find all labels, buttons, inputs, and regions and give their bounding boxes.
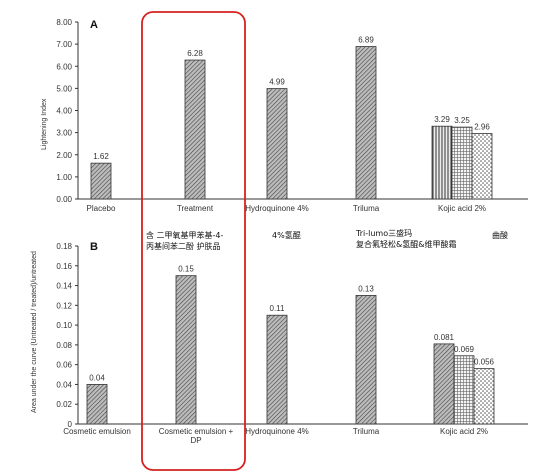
panel-a-ticks: 0.00 1.00 2.00 3.00 4.00 5.00 6.00 7.00 8.00 (56, 18, 78, 204)
category-label: Cosmetic emulsion + (159, 427, 234, 436)
bar-value-label: 3.25 (454, 116, 470, 125)
y-tick-label: 0.12 (56, 301, 72, 310)
bar (355, 46, 377, 200)
y-tick-label: 2.00 (56, 151, 72, 160)
category-label: Hydroquinone 4% (245, 427, 309, 436)
y-tick-label: 5.00 (56, 84, 72, 93)
panel-b-y-label: Area under the curve (Untreated / treate… (31, 251, 38, 413)
y-tick-label: 0.06 (56, 361, 72, 370)
y-tick-label: 0.00 (56, 195, 72, 204)
bar-value-label: 6.89 (358, 36, 374, 45)
panel-b-label: B (90, 241, 98, 253)
y-tick-label: 0 (68, 420, 73, 429)
triluma-annotation-line2: 复合氟轻松&氢醌&维甲酸霜 (356, 239, 456, 249)
bar (473, 368, 495, 425)
bar (471, 133, 493, 200)
category-label: Placebo (87, 204, 116, 213)
panel-b-categories: Cosmetic emulsion Cosmetic emulsion +DP Hy… (63, 427, 488, 445)
bar (355, 295, 377, 425)
bar-value-label: 3.29 (434, 115, 450, 124)
bar (175, 275, 197, 425)
bar-value-label: 6.28 (187, 49, 203, 58)
y-tick-label: 0.08 (56, 341, 72, 350)
y-tick-label: 1.00 (56, 173, 72, 182)
bar-value-label: 0.081 (434, 333, 455, 342)
category-label: Treatment (177, 204, 214, 213)
bar (90, 162, 112, 200)
panel-a-y-label: Lightening Index (41, 98, 48, 150)
triluma-annotation-line1: Tri-lumo三盛玛 (355, 228, 412, 238)
y-tick-label: 0.04 (56, 380, 72, 389)
category-label: Triluma (353, 427, 380, 436)
bar-value-label: 0.069 (454, 345, 475, 354)
kojic-annotation: 曲酸 (492, 230, 508, 240)
bar (431, 125, 453, 200)
y-tick-label: 6.00 (56, 62, 72, 71)
bar (451, 126, 473, 200)
bar (86, 384, 108, 425)
panel-b-bars: 0.04 0.15 0.11 0.13 0.081 0.069 0.056 (86, 265, 495, 425)
bar-value-label: 4.99 (269, 78, 285, 87)
treatment-annotation-line1: 含 二甲氧基甲苯基-4- (146, 230, 224, 240)
bar-value-label: 0.056 (474, 358, 495, 367)
y-tick-label: 0.14 (56, 282, 72, 291)
category-label: Kojic acid 2% (440, 427, 488, 436)
bar (433, 343, 455, 425)
y-tick-label: 0.16 (56, 262, 72, 271)
y-tick-label: 7.00 (56, 40, 72, 49)
category-label: DP (190, 436, 201, 445)
panel-b-ticks: 0 0.02 0.04 0.06 0.08 0.10 0.12 0.14 0.16 0.18 (56, 242, 78, 429)
y-tick-label: 0.18 (56, 242, 72, 251)
y-tick-label: 0.10 (56, 321, 72, 330)
y-tick-label: 3.00 (56, 129, 72, 138)
y-tick-label: 0.02 (56, 400, 72, 409)
category-label: Hydroquinone 4% (245, 204, 309, 213)
bar (266, 314, 288, 425)
category-label: Triluma (353, 204, 380, 213)
category-label: Kojic acid 2% (438, 204, 486, 213)
treatment-annotation-line2: 丙基间苯二酚 护肤品 (146, 241, 221, 251)
panel-a-label: A (90, 19, 98, 31)
bar-value-label: 0.13 (358, 284, 374, 293)
bar (453, 355, 475, 425)
bar-value-label: 0.11 (270, 304, 286, 313)
bar-value-label: 0.15 (178, 265, 194, 274)
category-label: Cosmetic emulsion (63, 427, 131, 436)
bar (184, 59, 206, 200)
y-tick-label: 8.00 (56, 18, 72, 27)
panel-a-categories: Placebo Treatment Hydroquinone 4% Triluma Ko… (87, 204, 486, 213)
bar-value-label: 1.62 (93, 152, 109, 161)
hydroquinone-annotation: 4%氢醌 (272, 230, 301, 240)
treatment-highlight-box (141, 11, 246, 471)
bar-value-label: 0.04 (89, 373, 105, 382)
y-tick-label: 4.00 (56, 107, 72, 116)
panel-a-bars: 1.62 6.28 4.99 6.89 3.29 3.25 2.96 (90, 36, 493, 200)
bar (266, 88, 288, 200)
bar-value-label: 2.96 (474, 123, 490, 132)
